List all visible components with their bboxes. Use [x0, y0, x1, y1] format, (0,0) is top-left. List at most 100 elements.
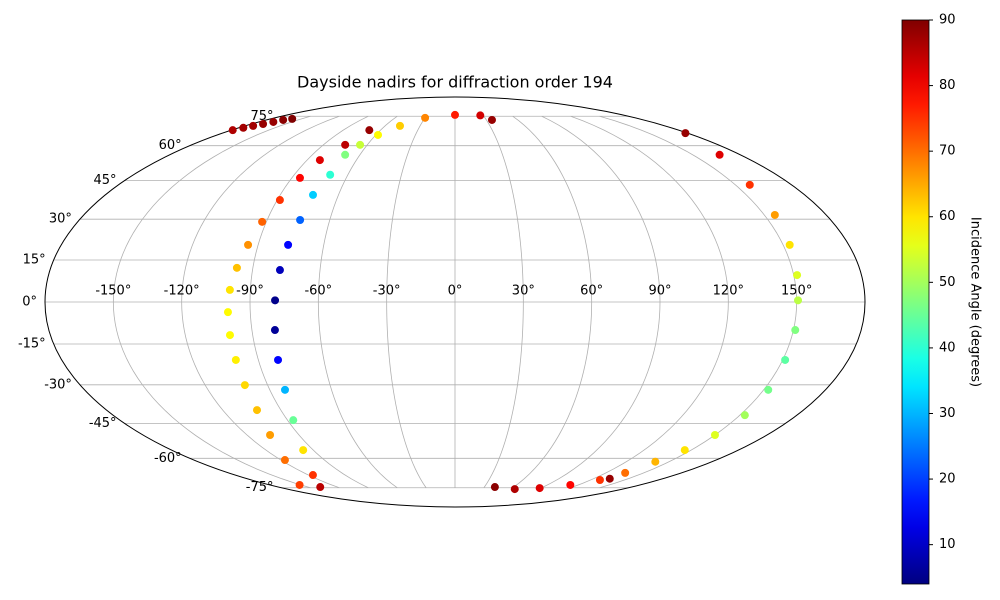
point — [296, 215, 305, 224]
colorbar-tick-label: 90 — [939, 13, 956, 28]
point — [566, 480, 575, 489]
point — [740, 411, 749, 420]
y-tick-label: 0° — [22, 295, 37, 310]
points — [223, 110, 803, 494]
point — [535, 484, 544, 493]
point — [271, 296, 280, 305]
point — [288, 114, 297, 123]
colorbar-tick-label: 50 — [939, 275, 956, 290]
point — [715, 150, 724, 159]
point — [621, 468, 630, 477]
point — [279, 115, 288, 124]
x-tick-label: -150° — [95, 284, 131, 299]
point — [356, 140, 365, 149]
point — [240, 381, 249, 390]
grid-line — [541, 115, 661, 489]
colorbar-tick-label: 40 — [939, 340, 956, 355]
point — [651, 457, 660, 466]
point — [316, 483, 325, 492]
grid-line — [317, 115, 398, 489]
y-tick-label: 30° — [49, 212, 72, 227]
point — [490, 483, 499, 492]
grid-line — [181, 115, 340, 489]
point — [269, 117, 278, 126]
grid-line — [249, 115, 369, 489]
map-frame — [44, 96, 866, 508]
colorbar-tick-label: 60 — [939, 209, 956, 224]
point — [510, 485, 519, 494]
colorbar-tick-label: 10 — [939, 537, 956, 552]
point — [395, 121, 404, 130]
point — [793, 271, 802, 280]
x-tick-label: 90° — [648, 284, 671, 299]
point — [487, 115, 496, 124]
point — [281, 385, 290, 394]
point — [258, 217, 267, 226]
point — [309, 190, 318, 199]
point — [289, 416, 298, 425]
point — [231, 355, 240, 364]
point — [451, 110, 459, 119]
y-tick-label: 45° — [94, 173, 117, 188]
point — [770, 210, 779, 219]
x-tick-label: 0° — [448, 284, 463, 299]
point — [274, 355, 283, 364]
point — [791, 326, 800, 335]
x-tick-label: 60° — [580, 284, 603, 299]
point — [295, 173, 304, 182]
grid — [45, 115, 865, 489]
point — [253, 406, 262, 415]
point — [710, 431, 719, 440]
grid-line — [112, 115, 311, 489]
grid-line — [570, 115, 729, 489]
point — [223, 308, 232, 317]
point — [308, 471, 317, 480]
point — [341, 150, 350, 159]
point — [299, 446, 308, 455]
chart-title: Dayside nadirs for diffraction order 194 — [297, 73, 613, 92]
y-tick-label: -30° — [44, 377, 72, 392]
point — [225, 285, 234, 294]
x-tick-label: 150° — [781, 284, 812, 299]
colorbar — [901, 19, 930, 585]
point — [794, 296, 803, 305]
point — [764, 385, 773, 394]
point — [239, 123, 248, 132]
x-tick-label: -60° — [304, 284, 332, 299]
point — [365, 126, 374, 135]
point — [284, 240, 293, 249]
y-tick-label: -75° — [246, 480, 274, 495]
colorbar-tick-label: 20 — [939, 472, 956, 487]
colorbar-tick-label: 80 — [939, 78, 956, 93]
point — [326, 170, 335, 179]
point — [605, 474, 614, 483]
point — [341, 140, 350, 149]
point — [595, 476, 604, 485]
point — [680, 446, 689, 455]
y-tick-label: 15° — [23, 253, 46, 268]
colorbar-tick-label: 70 — [939, 144, 956, 159]
point — [275, 196, 284, 205]
y-tick-label: -45° — [89, 416, 117, 431]
point — [315, 156, 324, 165]
point — [228, 126, 237, 135]
y-tick-label: -60° — [154, 451, 182, 466]
point — [244, 240, 253, 249]
point — [295, 480, 304, 489]
y-tick-label: 75° — [250, 109, 273, 124]
x-tick-label: -120° — [164, 284, 200, 299]
point — [270, 326, 279, 335]
colorbar-tick-label: 30 — [939, 406, 956, 421]
grid-line — [512, 115, 593, 489]
x-tick-label: 30° — [512, 284, 535, 299]
y-tick-label: -15° — [18, 336, 46, 351]
point — [745, 180, 754, 189]
point — [476, 111, 485, 120]
point — [259, 119, 268, 128]
grid-line — [386, 116, 427, 488]
point — [280, 456, 289, 465]
point — [232, 263, 241, 272]
x-tick-label: -30° — [373, 284, 401, 299]
y-tick-label: 60° — [159, 138, 182, 153]
